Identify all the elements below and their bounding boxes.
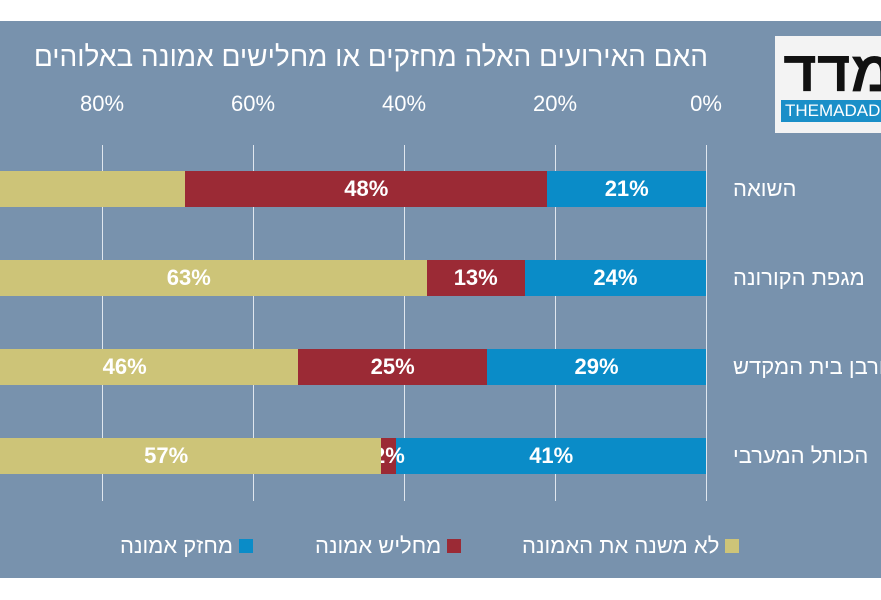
bar-segment	[524, 260, 706, 296]
category-label: מגפת הקורונה	[733, 265, 865, 290]
bar-segment	[185, 171, 548, 207]
data-label: 13%	[453, 265, 498, 290]
legend-label: מחליש אמונה	[315, 533, 442, 558]
x-tick-label: 80%	[79, 91, 125, 116]
x-tick-label: 20%	[532, 91, 578, 116]
data-label: 57%	[144, 443, 189, 468]
data-label: 29%	[574, 354, 619, 379]
data-label: 41%	[529, 443, 574, 468]
logo-latin: THEMADAD	[781, 100, 881, 122]
gridline	[102, 145, 103, 501]
x-tick-label: 60%	[230, 91, 276, 116]
legend-label: לא משנה את האמונה	[522, 533, 720, 558]
category-label: השואה	[733, 176, 797, 201]
legend-item-weakens: מחליש אמונה	[315, 533, 462, 559]
legend-swatch	[725, 539, 740, 553]
bar-segment	[381, 438, 397, 474]
category-label: הכותל המערבי	[733, 443, 869, 468]
data-label: 48%	[344, 176, 389, 201]
gridline	[555, 145, 556, 501]
chart-title: האם האירועים האלה מחזקים או מחלישים אמונ…	[33, 41, 708, 72]
gridline	[404, 145, 405, 501]
legend-swatch	[238, 539, 253, 553]
bar-segment	[426, 260, 525, 296]
data-label: 21%	[604, 176, 649, 201]
bar-segment	[396, 438, 706, 474]
chart-panel: האם האירועים האלה מחזקים או מחלישים אמונ…	[0, 21, 881, 578]
data-label: 63%	[166, 265, 211, 290]
bar-segment	[547, 171, 706, 207]
bar-segment	[0, 349, 299, 385]
legend-swatch	[447, 539, 462, 553]
bar-segment	[298, 349, 488, 385]
x-tick-label: 40%	[381, 91, 427, 116]
legend-item-no-change: לא משנה את האמונה	[522, 533, 740, 559]
bar-segment	[0, 260, 427, 296]
data-label: 24%	[593, 265, 638, 290]
data-label: 25%	[370, 354, 415, 379]
x-tick-label: 0%	[690, 91, 722, 116]
bar-segment	[0, 438, 382, 474]
legend-item-strengthens: מחזק אמונה	[120, 533, 253, 559]
category-label: חורבן בית המקדש	[733, 354, 881, 379]
gridline	[253, 145, 254, 501]
data-label: 46%	[102, 354, 147, 379]
logo: מדד THEMADAD	[775, 36, 881, 133]
bar-segment	[487, 349, 706, 385]
logo-hebrew: מדד	[783, 39, 881, 104]
legend-label: מחזק אמונה	[120, 533, 233, 558]
gridline	[706, 145, 707, 501]
bar-segment	[0, 171, 186, 207]
